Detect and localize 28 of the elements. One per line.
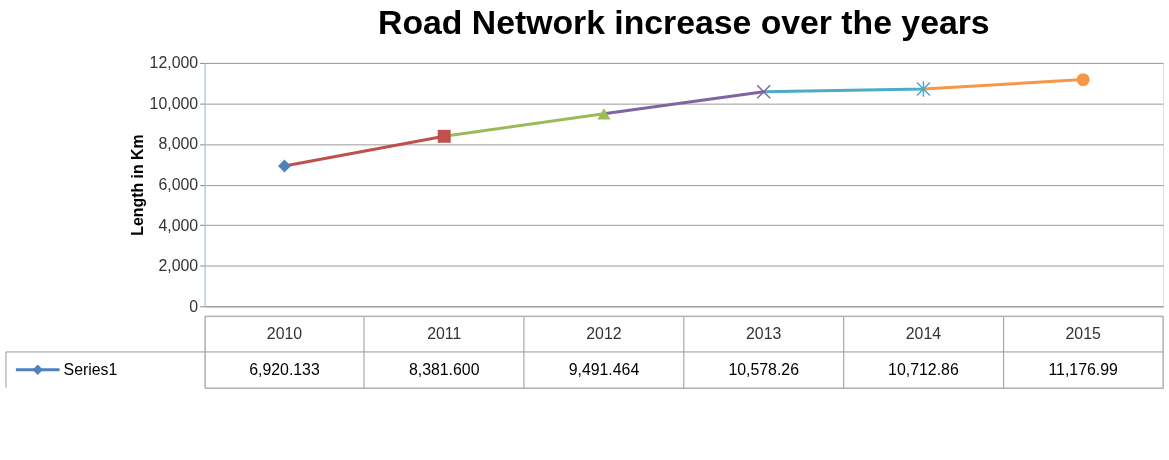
y-axis-title: Length in Km [128,134,146,236]
data-label: 6,920.133 [249,360,320,378]
point [278,159,291,173]
x-tick-label: 2011 [427,325,462,343]
data-label: 10,712.86 [888,360,959,378]
y-tick-label: 4,000 [158,216,199,234]
data-label: 11,176.99 [1048,360,1119,378]
legend-label: Series1 [63,360,118,378]
x-tick-label: 2015 [1065,325,1101,343]
point [756,84,771,99]
point [916,80,931,98]
y-tick-label: 6,000 [158,176,199,194]
y-tick-label: 2,000 [158,257,199,275]
x-tick-label: 2010 [266,325,303,343]
x-tick-label: 2012 [586,325,622,343]
point [597,108,611,120]
y-tick-label: 10,000 [149,94,199,112]
chart-title: Road Network increase over the years [378,3,990,42]
data-label: 8,381.600 [408,360,480,378]
data-label: 9,491.464 [568,360,640,378]
y-tick-label: 8,000 [158,135,199,153]
y-tick-label: 0 [189,297,199,315]
y-tick-label: 12,000 [149,54,199,72]
x-tick-label: 2014 [905,325,942,343]
x-tick-label: 2013 [746,325,782,343]
point [1076,73,1090,87]
data-label: 10,578.26 [728,360,800,378]
point [437,129,451,143]
